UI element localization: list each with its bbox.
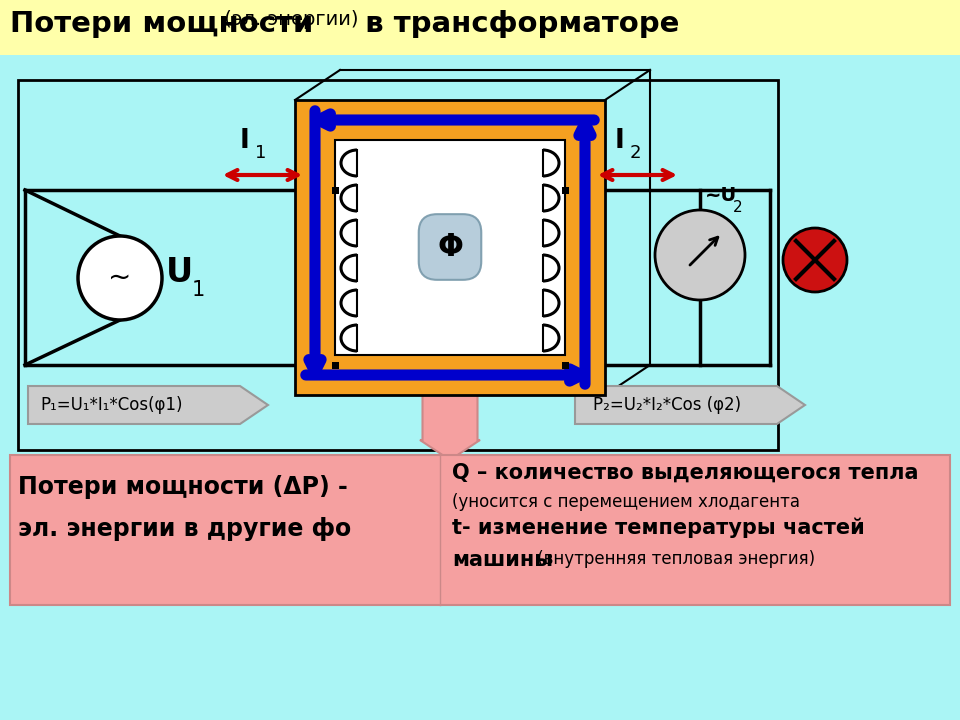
FancyArrow shape	[28, 386, 268, 424]
Bar	[0, 0, 960, 55]
Bar	[332, 362, 339, 369]
Text: U: U	[166, 256, 193, 289]
Text: I: I	[240, 128, 250, 154]
Text: Потери мощности: Потери мощности	[10, 10, 313, 38]
Text: Q – количество выделяющегося тепла: Q – количество выделяющегося тепла	[452, 463, 919, 483]
Text: (эл. энергии): (эл. энергии)	[218, 10, 365, 29]
Text: 2: 2	[733, 200, 743, 215]
Text: (уносится с перемещением хлодагента: (уносится с перемещением хлодагента	[452, 493, 800, 511]
Bar	[18, 80, 778, 450]
Text: машины: машины	[452, 550, 553, 570]
FancyArrow shape	[420, 395, 480, 460]
Text: 1: 1	[192, 280, 205, 300]
Bar	[335, 140, 565, 355]
Text: эл. энергии в другие фо: эл. энергии в другие фо	[18, 517, 351, 541]
Text: 2: 2	[630, 144, 641, 162]
Bar	[562, 187, 569, 194]
Bar	[562, 362, 569, 369]
Text: в трансформаторе: в трансформаторе	[355, 10, 680, 38]
Text: ~U: ~U	[705, 186, 737, 205]
Text: Φ: Φ	[437, 233, 463, 261]
Bar	[332, 187, 339, 194]
Text: t- изменение температуры частей: t- изменение температуры частей	[452, 517, 865, 538]
Text: ~: ~	[108, 264, 132, 292]
Text: I: I	[615, 128, 625, 154]
Circle shape	[655, 210, 745, 300]
Text: (внутренняя тепловая энергия): (внутренняя тепловая энергия)	[532, 550, 815, 568]
Circle shape	[783, 228, 847, 292]
Circle shape	[78, 236, 162, 320]
Text: P₁=U₁*I₁*Cos(φ1): P₁=U₁*I₁*Cos(φ1)	[40, 396, 182, 414]
FancyArrow shape	[575, 386, 805, 424]
Bar	[10, 455, 950, 605]
Text: Потери мощности (ΔP) -: Потери мощности (ΔP) -	[18, 475, 348, 499]
Text: 1: 1	[255, 144, 266, 162]
Text: P₂=U₂*I₂*Cos (φ2): P₂=U₂*I₂*Cos (φ2)	[593, 396, 741, 414]
Bar	[295, 100, 605, 395]
